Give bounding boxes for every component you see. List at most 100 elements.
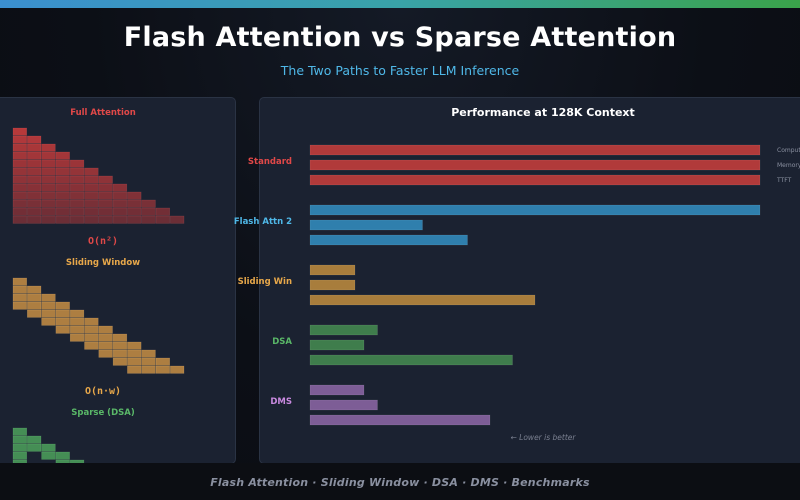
attention-cell [55, 451, 70, 460]
bar-compute [309, 384, 365, 396]
bar-ttft [309, 294, 536, 306]
attention-cell [12, 301, 27, 310]
attention-cell [12, 151, 27, 160]
attention-cell [55, 167, 70, 176]
attention-cell [12, 435, 27, 444]
attention-cell [12, 175, 27, 184]
attention-cell [41, 183, 56, 192]
attention-cell [41, 207, 56, 216]
attention-cell [170, 365, 185, 374]
attention-cell [112, 341, 128, 350]
sliding-window-complexity: O(n·w) [84, 386, 122, 397]
bar-memory [309, 219, 423, 231]
attention-cell [155, 357, 170, 366]
attention-cell [55, 151, 70, 160]
attention-cell [69, 191, 85, 200]
attention-cell [55, 301, 70, 310]
attention-cell [69, 159, 85, 168]
bar-ttft [309, 234, 468, 246]
chart-title: Performance at 128K Context [451, 106, 635, 119]
attention-cell [69, 325, 85, 334]
attention-cell [84, 191, 99, 200]
attention-cell [112, 191, 128, 200]
series-label: Compute [777, 147, 800, 154]
attention-cell [141, 357, 156, 366]
attention-cell [41, 175, 56, 184]
attention-cell [69, 317, 85, 326]
attention-cell [112, 349, 128, 358]
attention-cell [55, 207, 70, 216]
category-label: Standard [248, 157, 292, 167]
attention-cell [27, 159, 42, 168]
bar-memory [309, 339, 365, 351]
attention-cell [27, 183, 42, 192]
full-attention-label: Full Attention [70, 108, 136, 118]
attention-cell [98, 341, 113, 350]
attention-cell [12, 285, 27, 294]
attention-cell [12, 135, 27, 144]
attention-cell [41, 301, 56, 310]
attention-cell [141, 199, 156, 208]
attention-cell [12, 293, 27, 302]
attention-cell [41, 309, 56, 318]
attention-cell [12, 183, 27, 192]
sparse-dsa-label: Sparse (DSA) [71, 408, 135, 418]
footer-bar [0, 463, 800, 500]
attention-cell [141, 215, 156, 224]
attention-cell [69, 183, 85, 192]
attention-cell [12, 199, 27, 208]
attention-cell [127, 207, 142, 216]
attention-cell [112, 357, 128, 366]
series-label: Memory [777, 162, 800, 169]
attention-cell [155, 215, 170, 224]
attention-cell [127, 191, 142, 200]
attention-cell [41, 143, 56, 152]
attention-cell [12, 427, 27, 436]
attention-cell [127, 341, 142, 350]
attention-cell [112, 207, 128, 216]
attention-cell [12, 443, 27, 452]
attention-cell [12, 167, 27, 176]
attention-cell [55, 183, 70, 192]
page-title: Flash Attention vs Sparse Attention [123, 22, 677, 53]
attention-cell [84, 215, 99, 224]
category-label: DMS [270, 397, 292, 407]
attention-cell [27, 435, 42, 444]
attention-cell [41, 199, 56, 208]
attention-cell [27, 167, 42, 176]
attention-cell [41, 451, 56, 460]
attention-cell [98, 183, 113, 192]
attention-cell [69, 309, 85, 318]
bar-compute [309, 324, 378, 336]
attention-cell [170, 215, 185, 224]
attention-cell [112, 199, 128, 208]
attention-cell [41, 151, 56, 160]
attention-cell [55, 159, 70, 168]
bar-memory [309, 279, 356, 291]
attention-cell [27, 151, 42, 160]
attention-cell [69, 175, 85, 184]
attention-cell [141, 349, 156, 358]
attention-cell [12, 191, 27, 200]
attention-cell [27, 293, 42, 302]
attention-cell [41, 167, 56, 176]
bar-compute [309, 144, 761, 156]
attention-cell [12, 159, 27, 168]
attention-cell [41, 293, 56, 302]
category-label: Sliding Win [238, 277, 292, 287]
attention-cell [27, 199, 42, 208]
attention-cell [98, 191, 113, 200]
attention-cell [55, 191, 70, 200]
attention-cell [98, 215, 113, 224]
attention-cell [55, 175, 70, 184]
attention-cell [55, 309, 70, 318]
bar-compute [309, 204, 761, 216]
attention-cell [55, 317, 70, 326]
category-label: Flash Attn 2 [234, 217, 292, 227]
attention-cell [84, 175, 99, 184]
attention-cell [27, 135, 42, 144]
attention-cell [41, 159, 56, 168]
attention-cell [98, 199, 113, 208]
attention-cell [27, 175, 42, 184]
